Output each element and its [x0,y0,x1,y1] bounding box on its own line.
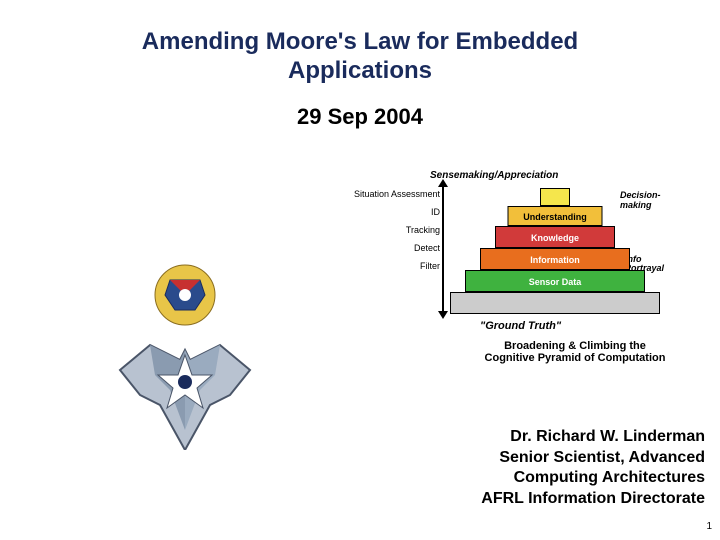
slide-title: Amending Moore's Law for Embedded Applic… [0,0,720,86]
pyramid-layer-1: Understanding [508,206,603,226]
pyramid-left-labels: Situation Assessment ID Tracking Detect … [350,190,440,279]
author-title-2: Computing Architectures [385,468,705,489]
pyramid-layer-0 [540,188,570,206]
pyramid-vertical-arrow [442,185,444,313]
pyramid-layer-5 [450,292,660,314]
pyramid-caption: Broadening & Climbing the Cognitive Pyra… [470,340,680,364]
left-label-filter: Filter [350,262,440,272]
pyramid-layer-3: Information [480,248,630,270]
pyramid-stack: UnderstandingKnowledgeInformationSensor … [445,170,665,320]
afrl-shield-icon [100,250,270,450]
title-line-2: Applications [288,57,432,84]
page-number: 1 [706,521,712,532]
pyramid-layer-2: Knowledge [495,226,615,248]
left-label-detect: Detect [350,244,440,254]
author-title-1: Senior Scientist, Advanced [385,448,705,469]
title-line-1: Amending Moore's Law for Embedded [142,28,578,55]
pyramid-layer-4: Sensor Data [465,270,645,292]
left-label-tracking: Tracking [350,226,440,236]
pyramid-diagram: Sensemaking/Appreciation Decision-making… [350,170,690,370]
author-block: Dr. Richard W. Linderman Senior Scientis… [385,427,705,510]
left-label-situation: Situation Assessment [350,190,440,200]
author-org: AFRL Information Directorate [385,489,705,510]
afrl-logo [100,250,270,450]
slide-date: 29 Sep 2004 [0,104,720,130]
ground-truth-label: "Ground Truth" [480,320,561,332]
author-name: Dr. Richard W. Linderman [385,427,705,448]
left-label-id: ID [350,208,440,218]
